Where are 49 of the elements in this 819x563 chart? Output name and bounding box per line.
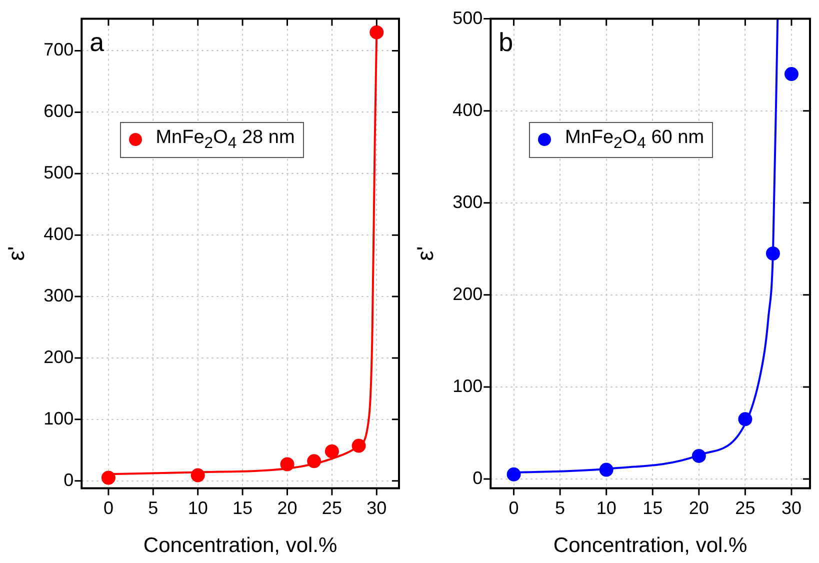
y-tick-label: 500: [44, 162, 74, 183]
point: [784, 67, 798, 82]
x-tick-label: 30: [366, 498, 387, 518]
x-tick-label: 15: [642, 498, 663, 518]
point: [101, 470, 116, 485]
point: [280, 457, 294, 472]
x-tick-label: 0: [103, 498, 114, 518]
y-tick-label: 700: [44, 40, 74, 60]
point: [352, 438, 366, 453]
y-tick-label: 400: [452, 100, 483, 120]
x-axis-title: Concentration, vol.%: [143, 534, 338, 558]
x-tick-label: 20: [277, 498, 298, 518]
y-tick-label: 400: [44, 224, 74, 244]
annotation: a: [90, 26, 105, 57]
point: [692, 448, 706, 463]
x-tick-label: 20: [688, 498, 709, 518]
y-tick-label: 200: [452, 284, 483, 304]
annotation: b: [498, 26, 514, 57]
y-axis-title: ε': [412, 246, 438, 261]
y-tick-label: 0: [64, 470, 74, 490]
y-tick-label: 300: [452, 192, 483, 212]
x-tick-label: 25: [735, 498, 756, 518]
point: [506, 467, 521, 482]
y-tick-label: 500: [452, 8, 483, 28]
y-tick-label: 200: [44, 346, 74, 367]
x-tick-label: 25: [322, 498, 342, 518]
point: [370, 25, 384, 40]
point: [738, 412, 752, 426]
point: [190, 468, 205, 482]
y-tick-label: 0: [472, 468, 483, 488]
y-axis-title: ε': [3, 246, 30, 261]
x-tick-label: 5: [148, 498, 158, 518]
x-axis-title: Concentration, vol.%: [553, 534, 748, 558]
point: [766, 246, 780, 260]
x-tick-label: 15: [232, 498, 253, 518]
x-tick-label: 5: [555, 498, 566, 518]
x-tick-label: 30: [781, 498, 802, 518]
point: [599, 462, 614, 477]
point: [324, 444, 339, 458]
y-tick-label: 600: [44, 101, 74, 122]
x-tick-label: 10: [188, 498, 208, 518]
y-tick-label: 100: [452, 376, 483, 396]
legend-label: MnFe$_{2}$O$_{4}$ 28 nm: [156, 127, 295, 153]
y-tick-label: 300: [44, 285, 74, 306]
legend-label: MnFe$_{2}$O$_{4}$ 60 nm: [564, 127, 704, 153]
y-tick-label: 100: [44, 408, 74, 428]
x-tick-label: 10: [596, 498, 616, 518]
x-tick-label: 0: [508, 498, 519, 518]
point: [307, 454, 322, 468]
